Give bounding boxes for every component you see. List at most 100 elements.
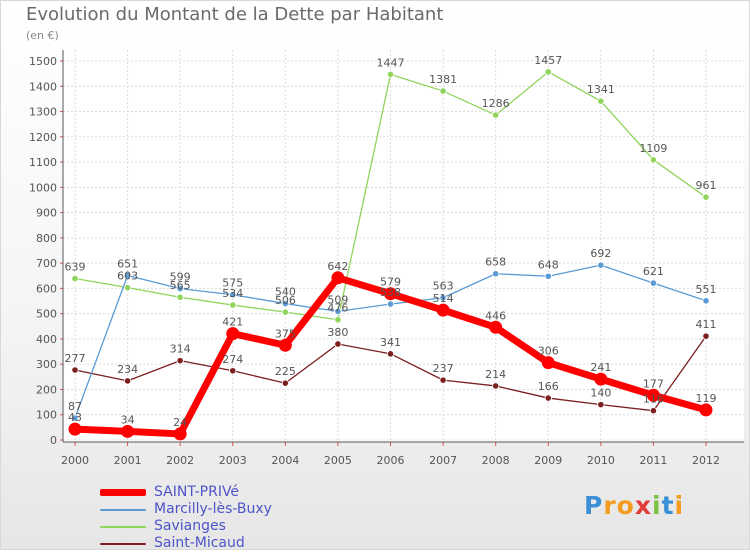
data-point: [702, 297, 710, 305]
data-label: 563: [433, 280, 454, 293]
y-tick-label: 600: [36, 282, 57, 295]
logo-letter: r: [603, 491, 617, 520]
legend-label-saint-micaud: Saint-Micaud: [154, 535, 245, 551]
y-tick-label: 1000: [29, 181, 57, 194]
data-point: [71, 366, 79, 374]
data-point: [649, 156, 658, 164]
data-point: [489, 320, 503, 334]
data-point: [702, 332, 710, 340]
x-tick-label: 2010: [587, 454, 615, 467]
data-label: 306: [538, 345, 559, 358]
x-tick-label: 2001: [114, 454, 142, 467]
data-point: [229, 291, 237, 299]
data-label: 237: [433, 362, 454, 375]
data-label: 24: [173, 416, 187, 429]
logo-letter: x: [634, 491, 652, 520]
data-label: 314: [170, 343, 191, 356]
legend-item-marcilly[interactable]: Marcilly-lès-Buxy: [100, 501, 272, 518]
data-point: [439, 376, 447, 384]
data-label: 599: [170, 271, 191, 284]
data-label: 1447: [377, 56, 405, 69]
data-label: 540: [275, 286, 296, 299]
data-label: 692: [590, 247, 611, 260]
data-label: 476: [327, 302, 348, 315]
data-point: [544, 272, 552, 280]
data-label: 579: [380, 276, 401, 289]
logo-letter: o: [616, 491, 635, 520]
data-point: [123, 377, 132, 385]
data-point: [281, 299, 289, 308]
data-label: 34: [121, 413, 135, 426]
x-tick-label: 2000: [61, 454, 89, 467]
data-point: [176, 285, 184, 293]
data-label: 166: [538, 380, 559, 393]
y-tick-label: 500: [36, 308, 57, 321]
data-point: [68, 422, 82, 436]
data-label: 639: [65, 261, 86, 274]
data-label: 375: [275, 327, 296, 340]
x-tick-label: 2005: [324, 454, 352, 467]
data-point: [71, 274, 79, 283]
legend-swatch-saint-micaud: [100, 542, 146, 545]
data-label: 534: [222, 287, 243, 300]
legend-swatch-saint-prive: [100, 489, 146, 496]
logo-letter: P: [584, 491, 604, 520]
data-label: 1109: [639, 142, 667, 155]
data-label: 341: [380, 336, 401, 349]
data-point: [544, 394, 552, 402]
y-tick-label: 1200: [29, 131, 57, 144]
legend-item-saint-micaud[interactable]: Saint-Micaud: [100, 535, 272, 552]
plot-area: [63, 50, 744, 442]
data-point: [173, 427, 187, 441]
legend-swatch-savianges: [100, 525, 146, 528]
line-chart: 0 100 200 300 400 500 600 700 800 900 1000 1100 1200…: [29, 50, 744, 467]
data-point: [121, 424, 135, 438]
y-tick-label: 200: [36, 383, 57, 396]
data-point: [492, 111, 500, 119]
data-label: 509: [327, 293, 348, 306]
data-point: [281, 308, 289, 316]
x-tick-label: 2012: [692, 454, 720, 467]
data-point: [331, 271, 345, 285]
data-point: [334, 340, 342, 348]
legend-swatch-marcilly: [100, 508, 146, 511]
logo-letter: t: [661, 491, 675, 520]
legend-item-savianges[interactable]: Savianges: [100, 518, 272, 535]
data-label: 214: [485, 368, 506, 381]
legend-item-saint-prive[interactable]: SAINT-PRIVé: [100, 484, 272, 501]
data-point: [594, 372, 608, 386]
data-label: 506: [275, 294, 296, 307]
y-tick-label: 400: [36, 333, 57, 346]
data-label: 140: [590, 387, 611, 400]
y-tick-label: 900: [36, 207, 57, 220]
data-label: 1341: [587, 83, 615, 96]
data-label: 538: [380, 286, 401, 299]
data-point: [544, 68, 552, 76]
data-point: [386, 350, 395, 358]
data-point: [649, 279, 658, 287]
chart-title: Evolution du Montant de la Dette par Hab…: [26, 4, 444, 25]
data-label: 119: [696, 392, 717, 405]
data-point: [492, 270, 500, 278]
logo-letter: i: [674, 491, 685, 520]
data-point: [386, 300, 395, 308]
data-label: 234: [117, 363, 138, 376]
data-point: [597, 261, 605, 269]
data-point: [281, 379, 289, 387]
data-label: 1381: [429, 73, 457, 86]
y-tick-label: 1400: [29, 80, 57, 93]
x-tick-label: 2009: [534, 454, 562, 467]
x-tick-label: 2004: [271, 454, 299, 467]
data-point: [334, 316, 342, 324]
data-point: [123, 284, 132, 292]
x-tick-label: 2002: [166, 454, 194, 467]
data-point: [176, 357, 184, 365]
data-point: [439, 294, 447, 302]
proxiti-logo: Proxiti: [584, 491, 684, 520]
data-point: [541, 356, 555, 370]
y-tick-label: 1100: [29, 156, 57, 169]
legend-label-savianges: Savianges: [154, 518, 226, 534]
data-label: 225: [275, 365, 296, 378]
data-label: 603: [117, 270, 138, 283]
data-label: 411: [696, 318, 717, 331]
